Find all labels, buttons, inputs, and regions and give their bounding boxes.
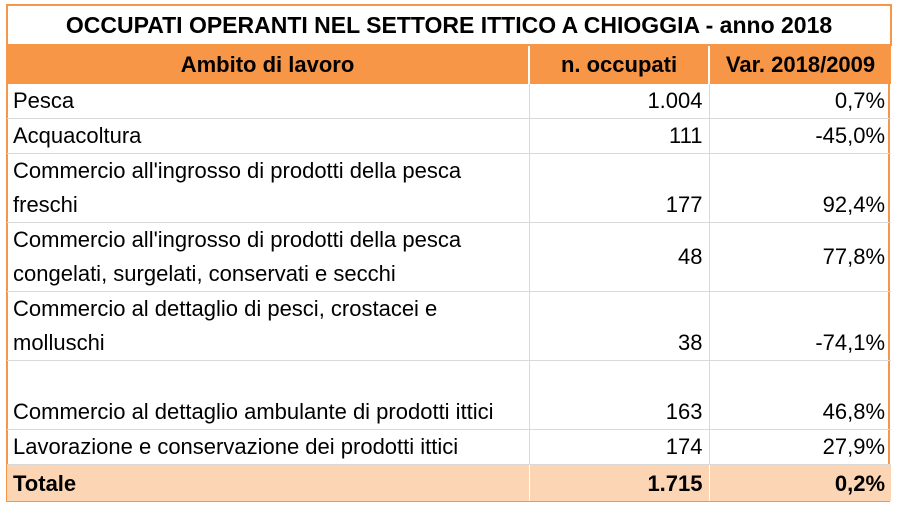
header-variazione: Var. 2018/2009	[709, 45, 892, 84]
row-ambito: Commercio all'ingrosso di prodotti della…	[7, 222, 530, 292]
row-occupati: 1.004	[529, 84, 710, 119]
row-occupati: 163	[529, 360, 710, 430]
row-occupati: 48	[529, 222, 710, 292]
row-ambito: Lavorazione e conservazione dei prodotti…	[7, 429, 530, 465]
table-row: Pesca 1.004 0,7%	[7, 84, 892, 119]
row-occupati: 177	[529, 153, 710, 223]
row-ambito: Acquacoltura	[7, 118, 530, 154]
table-row: Commercio al dettaglio ambulante di prod…	[7, 360, 892, 430]
row-variazione: 27,9%	[709, 429, 892, 465]
header-ambito: Ambito di lavoro	[7, 45, 530, 84]
table-row: Commercio all'ingrosso di prodotti della…	[7, 153, 892, 223]
row-variazione: 46,8%	[709, 360, 892, 430]
table-title: OCCUPATI OPERANTI NEL SETTORE ITTICO A C…	[5, 4, 893, 46]
row-variazione: -45,0%	[709, 118, 892, 154]
row-ambito: Commercio al dettaglio ambulante di prod…	[7, 360, 530, 430]
table-row: Commercio all'ingrosso di prodotti della…	[7, 222, 892, 292]
row-occupati: 174	[529, 429, 710, 465]
total-occupati: 1.715	[529, 464, 710, 501]
header-row: Ambito di lavoro n. occupati Var. 2018/2…	[7, 45, 892, 84]
table-row: Acquacoltura 111 -45,0%	[7, 118, 892, 154]
row-occupati: 111	[529, 118, 710, 154]
header-occupati: n. occupati	[529, 45, 710, 84]
table-row: Commercio al dettaglio di pesci, crostac…	[7, 291, 892, 361]
row-variazione: -74,1%	[709, 291, 892, 361]
row-variazione: 0,7%	[709, 84, 892, 119]
row-variazione: 92,4%	[709, 153, 892, 223]
row-variazione: 77,8%	[709, 222, 892, 292]
total-row: Totale 1.715 0,2%	[7, 464, 892, 501]
row-ambito: Pesca	[7, 84, 530, 119]
total-variazione: 0,2%	[709, 464, 892, 501]
employment-table: OCCUPATI OPERANTI NEL SETTORE ITTICO A C…	[5, 4, 893, 501]
total-label: Totale	[7, 464, 530, 501]
table-row: Lavorazione e conservazione dei prodotti…	[7, 429, 892, 465]
row-ambito: Commercio all'ingrosso di prodotti della…	[7, 153, 530, 223]
row-ambito: Commercio al dettaglio di pesci, crostac…	[7, 291, 530, 361]
row-occupati: 38	[529, 291, 710, 361]
